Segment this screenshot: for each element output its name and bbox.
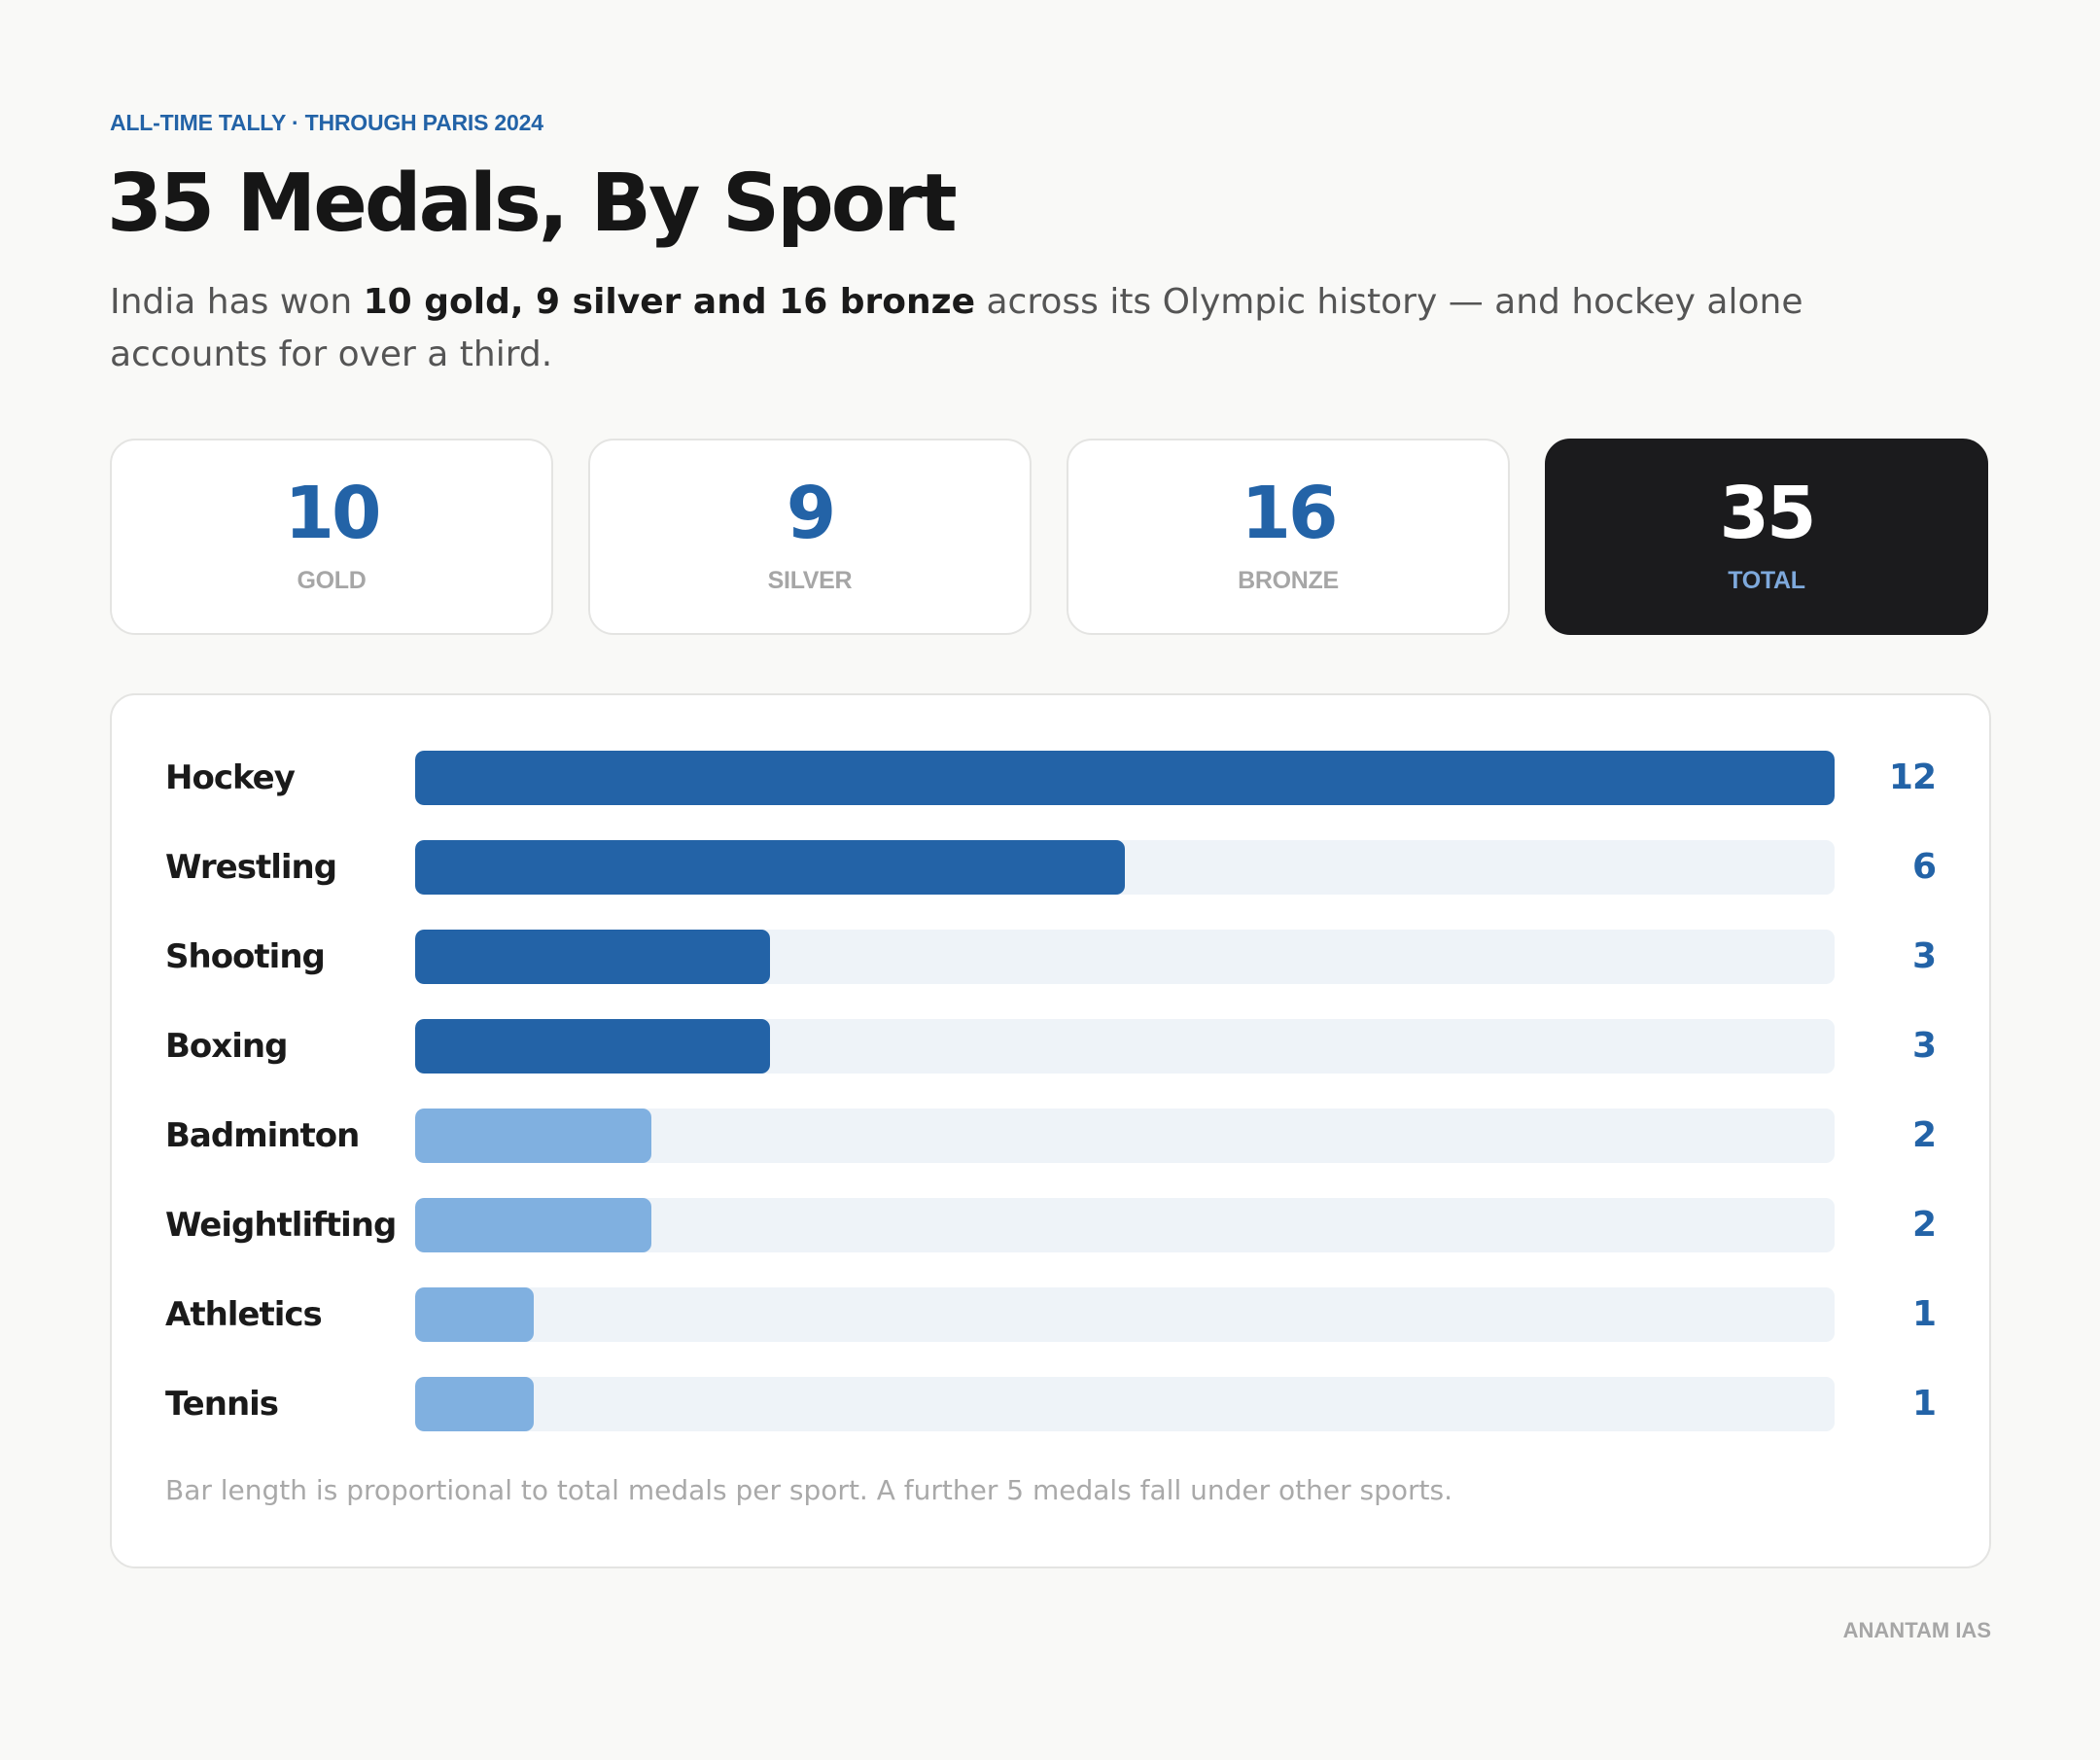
stat-card-silver: 9 SILVER — [588, 439, 1032, 635]
bar-row-hockey: Hockey 12 — [112, 751, 1989, 805]
stat-value-total: 35 — [1719, 472, 1817, 555]
subtitle-tail-text: across its Olympic history — and hockey … — [110, 282, 1803, 374]
bar-hockey — [415, 751, 1835, 805]
bar-label-boxing: Boxing — [165, 1027, 288, 1066]
bar-row-badminton: Badminton 2 — [112, 1109, 1989, 1163]
bar-label-hockey: Hockey — [165, 758, 296, 797]
stat-value-gold: 10 — [284, 472, 382, 555]
subtitle-lead-text: India has won — [110, 282, 364, 322]
bar-track-badminton — [415, 1109, 1835, 1163]
bar-shooting — [415, 930, 770, 984]
bar-value-hockey: 12 — [1888, 757, 1937, 797]
subtitle-highlight-text: 10 gold, 9 silver and 16 bronze — [363, 282, 976, 322]
bar-row-weightlifting: Weightlifting 2 — [112, 1198, 1989, 1252]
eyebrow-label: ALL-TIME TALLY · THROUGH PARIS 2024 — [110, 110, 543, 135]
stat-value-silver: 9 — [786, 472, 837, 555]
bar-row-shooting: Shooting 3 — [112, 930, 1989, 984]
bar-row-wrestling: Wrestling 6 — [112, 840, 1989, 895]
bar-track-weightlifting — [415, 1198, 1835, 1252]
bar-track-athletics — [415, 1287, 1835, 1342]
bar-weightlifting — [415, 1198, 651, 1252]
bar-track-hockey — [415, 751, 1835, 805]
bar-track-boxing — [415, 1019, 1835, 1074]
bar-wrestling — [415, 840, 1125, 895]
bar-row-boxing: Boxing 3 — [112, 1019, 1989, 1074]
chart-footnote: Bar length is proportional to total meda… — [165, 1474, 1453, 1506]
stat-value-bronze: 16 — [1241, 472, 1339, 555]
bar-value-boxing: 3 — [1911, 1026, 1937, 1066]
bar-label-shooting: Shooting — [165, 937, 326, 976]
medals-by-sport-chart: Hockey 12 Wrestling 6 Shooting 3 Boxing 3 Badmin… — [110, 693, 1991, 1568]
bar-track-shooting — [415, 930, 1835, 984]
bar-tennis — [415, 1377, 534, 1431]
stat-card-total: 35 TOTAL — [1545, 439, 1988, 635]
stat-card-gold: 10 GOLD — [110, 439, 553, 635]
bar-value-shooting: 3 — [1911, 936, 1937, 976]
bar-track-tennis — [415, 1377, 1835, 1431]
bar-value-badminton: 2 — [1911, 1115, 1937, 1155]
bar-value-wrestling: 6 — [1911, 847, 1937, 887]
page-title: 35 Medals, By Sport — [107, 158, 958, 250]
stat-label-gold: GOLD — [297, 567, 367, 594]
stat-card-bronze: 16 BRONZE — [1067, 439, 1510, 635]
bar-row-athletics: Athletics 1 — [112, 1287, 1989, 1342]
bar-value-athletics: 1 — [1911, 1294, 1937, 1334]
stat-label-bronze: BRONZE — [1238, 567, 1339, 594]
credit-label: ANANTAM IAS — [1842, 1618, 1991, 1642]
page-subtitle: India has won 10 gold, 9 silver and 16 b… — [110, 276, 1879, 381]
bar-row-tennis: Tennis 1 — [112, 1377, 1989, 1431]
bar-label-tennis: Tennis — [165, 1385, 279, 1424]
bar-label-badminton: Badminton — [165, 1116, 360, 1155]
bar-athletics — [415, 1287, 534, 1342]
bar-boxing — [415, 1019, 770, 1074]
stat-label-total: TOTAL — [1728, 567, 1805, 594]
bar-label-athletics: Athletics — [165, 1295, 323, 1334]
stat-label-silver: SILVER — [767, 567, 853, 594]
bar-track-wrestling — [415, 840, 1835, 895]
bar-label-wrestling: Wrestling — [165, 848, 337, 887]
bar-badminton — [415, 1109, 651, 1163]
bar-value-weightlifting: 2 — [1911, 1205, 1937, 1245]
bar-label-weightlifting: Weightlifting — [165, 1206, 397, 1245]
bar-value-tennis: 1 — [1911, 1384, 1937, 1424]
